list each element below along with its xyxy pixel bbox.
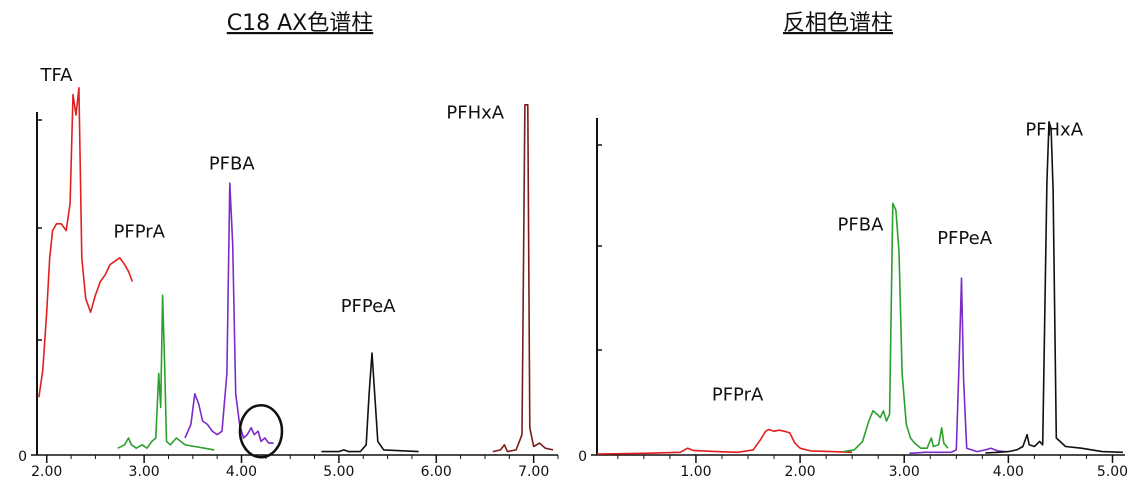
peak-label: PFHxA [446, 102, 504, 123]
series-trace [184, 182, 274, 444]
y-tick-label: 0 [578, 449, 587, 465]
peak-label: TFA [39, 65, 73, 86]
x-tick-label: 3.00 [129, 464, 160, 480]
x-tick-label: 7.00 [518, 464, 549, 480]
x-tick-label: 5.00 [323, 464, 354, 480]
x-tick-label: 6.00 [421, 464, 452, 480]
peak-label: PFBA [838, 215, 885, 236]
series-trace [909, 277, 1006, 455]
peak-label: PFPrA [712, 385, 764, 406]
series-trace [596, 428, 853, 455]
peak-label: PFPeA [341, 296, 396, 317]
series-trace [38, 87, 134, 398]
chart-panel-reversed-phase: 反相色谱柱 0 1.00 2.00 3.00 4.00 5.00 PFPrA PFBA PFPeA… [578, 11, 1128, 480]
series-trace [321, 352, 419, 453]
x-tick-label: 3.00 [889, 464, 920, 480]
y-tick-label: 0 [18, 449, 27, 465]
peak-label: PFPeA [937, 228, 992, 249]
x-tick-label: 5.00 [1097, 464, 1128, 480]
series-trace [843, 202, 949, 453]
peak-label: PFPrA [114, 221, 166, 242]
chart-title: 反相色谱柱 [783, 11, 893, 36]
series-trace [117, 294, 215, 451]
chart-panel-c18-ax: C18 AX色谱柱 02.00 3.00 4.00 5.00 6.00 7.00 TFA PFP… [18, 11, 559, 480]
series-trace [985, 121, 1123, 454]
x-tick-label: 1.00 [680, 464, 711, 480]
chart-title: C18 AX色谱柱 [227, 11, 373, 36]
x-tick-label: 4.00 [226, 464, 257, 480]
series-trace [492, 104, 554, 453]
x-tick-label: 2.00 [784, 464, 815, 480]
x-tick-label: 4.00 [993, 464, 1024, 480]
highlight-circle [238, 403, 284, 459]
peak-label: PFHxA [1025, 119, 1083, 140]
x-tick-label: 2.00 [31, 464, 62, 480]
peak-label: PFBA [209, 153, 256, 174]
